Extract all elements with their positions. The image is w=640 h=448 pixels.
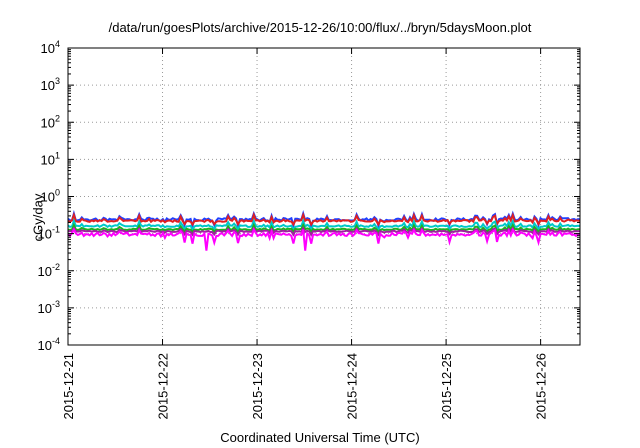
y-tick-label: 104 [41, 39, 60, 56]
series-line [67, 222, 581, 234]
series-line [67, 218, 581, 232]
y-tick-label: 102 [41, 113, 60, 130]
x-tick-label: 2015-12-21 [61, 353, 76, 420]
y-tick-label: 10-3 [38, 299, 60, 316]
chart-title: /data/run/goesPlots/archive/2015-12-26/1… [108, 20, 532, 35]
series-line [67, 211, 581, 227]
y-tick-label: 100 [41, 188, 60, 205]
series-line [67, 227, 581, 251]
x-tick-label: 2015-12-26 [534, 353, 549, 420]
y-tick-label: 10-4 [38, 336, 60, 353]
series-layer [67, 209, 581, 251]
x-axis-label: Coordinated Universal Time (UTC) [220, 430, 420, 445]
x-tick-label: 2015-12-25 [439, 353, 454, 420]
y-tick-label: 10-1 [38, 225, 60, 242]
x-tick-label: 2015-12-24 [345, 353, 360, 420]
x-tick-label: 2015-12-22 [156, 353, 171, 420]
x-tick-label: 2015-12-23 [250, 353, 265, 420]
y-tick-label: 101 [41, 150, 60, 167]
series-line [67, 209, 581, 230]
series-line [67, 226, 581, 237]
grid [67, 48, 580, 345]
y-tick-label: 10-2 [38, 262, 60, 279]
y-tick-label: 103 [41, 76, 60, 93]
